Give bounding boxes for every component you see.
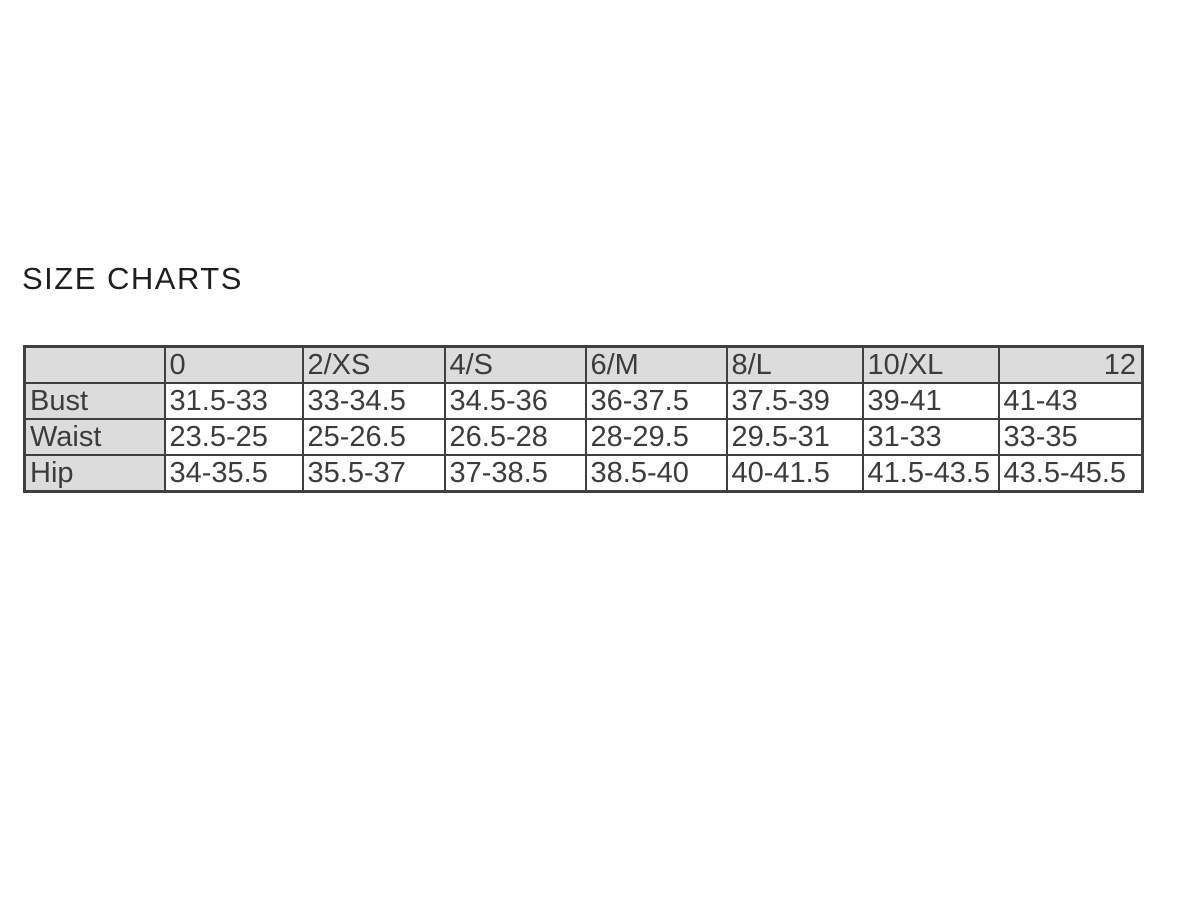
table-cell: 36-37.5 <box>584 382 728 420</box>
table-cell: 26.5-28 <box>443 418 587 456</box>
table-cell: 39-41 <box>861 382 1000 420</box>
table-cell: 34-35.5 <box>163 454 304 493</box>
row-label: Bust <box>23 382 166 420</box>
table-cell: 25-26.5 <box>301 418 446 456</box>
table-cell: 34.5-36 <box>443 382 587 420</box>
column-header: 0 <box>163 345 304 384</box>
header-row: 0 2/XS 4/S 6/M 8/L 10/XL 12 <box>23 345 1144 384</box>
table-cell: 41-43 <box>997 382 1144 420</box>
table-row: Hip 34-35.5 35.5-37 37-38.5 38.5-40 40-41.5 41… <box>23 454 1144 493</box>
corner-cell <box>23 345 166 384</box>
table-cell: 37-38.5 <box>443 454 587 493</box>
column-header: 8/L <box>725 345 864 384</box>
table-cell: 28-29.5 <box>584 418 728 456</box>
table-cell: 33-35 <box>997 418 1144 456</box>
column-header: 4/S <box>443 345 587 384</box>
row-label: Hip <box>23 454 166 493</box>
table-cell: 41.5-43.5 <box>861 454 1000 493</box>
table-cell: 43.5-45.5 <box>997 454 1144 493</box>
column-header: 10/XL <box>861 345 1000 384</box>
column-header: 12 <box>997 345 1144 384</box>
table-cell: 31-33 <box>861 418 1000 456</box>
row-label: Waist <box>23 418 166 456</box>
table-cell: 35.5-37 <box>301 454 446 493</box>
table-cell: 38.5-40 <box>584 454 728 493</box>
table-cell: 33-34.5 <box>301 382 446 420</box>
size-chart-header: 0 2/XS 4/S 6/M 8/L 10/XL 12 <box>23 345 1144 384</box>
column-header: 2/XS <box>301 345 446 384</box>
table-cell: 40-41.5 <box>725 454 864 493</box>
table-cell: 37.5-39 <box>725 382 864 420</box>
page-title: SIZE CHARTS <box>22 261 243 296</box>
column-header: 6/M <box>584 345 728 384</box>
size-chart-body: Bust 31.5-33 33-34.5 34.5-36 36-37.5 37.5-39 3… <box>23 382 1144 493</box>
table-row: Waist 23.5-25 25-26.5 26.5-28 28-29.5 29.5-31… <box>23 418 1144 456</box>
table-cell: 23.5-25 <box>163 418 304 456</box>
table-cell: 31.5-33 <box>163 382 304 420</box>
table-cell: 29.5-31 <box>725 418 864 456</box>
size-chart-table: 0 2/XS 4/S 6/M 8/L 10/XL 12 Bust 31.5-33 33-34.5… <box>23 345 1144 493</box>
table-row: Bust 31.5-33 33-34.5 34.5-36 36-37.5 37.5-39 3… <box>23 382 1144 420</box>
